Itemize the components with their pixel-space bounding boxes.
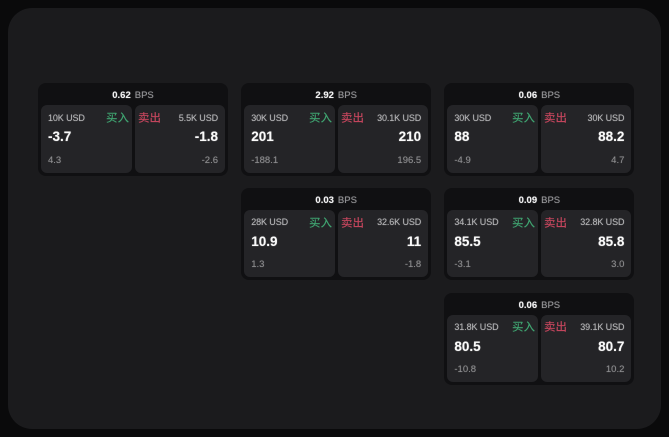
bps-unit-label: BPS — [541, 194, 561, 206]
buy-delta: -10.8 — [454, 364, 477, 376]
buy-delta: 1.3 — [251, 259, 265, 271]
buy-side-label — [106, 111, 129, 123]
quote-panels: 10K USD -3.7 4.3 5.5K USD -1.8 -2.6 — [41, 105, 225, 173]
bps-header: 0.03 BPS — [244, 191, 428, 210]
sell-panel[interactable]: 32.6K USD 11 -1.8 — [337, 209, 429, 278]
sell-delta: 196.5 — [397, 154, 422, 166]
sell-amount: 32.6K USD — [377, 217, 422, 228]
sell-amount: 30.1K USD — [377, 112, 422, 123]
sell-price: 80.7 — [598, 338, 625, 354]
buy-side-label — [512, 216, 535, 228]
sell-price: 210 — [398, 129, 422, 144]
buy-price: 80.5 — [454, 338, 481, 354]
sell-amount: 39.1K USD — [580, 322, 625, 333]
sell-side-label — [544, 321, 566, 333]
buy-amount: 30K USD — [454, 112, 492, 123]
quote-card[interactable]: 0.06 BPS 31.8K USD 80.5 -10.8 39.1K USD … — [444, 292, 635, 386]
sell-amount: 32.8K USD — [580, 217, 625, 228]
bps-unit-label: BPS — [541, 90, 561, 101]
quote-panels: 30K USD 201 -188.1 30.1K USD 210 196.5 — [244, 105, 429, 173]
buy-amount: 34.1K USD — [454, 217, 499, 228]
buy-amount: 30K USD — [251, 112, 289, 123]
buy-side-label — [512, 321, 535, 333]
buy-price: 10.9 — [251, 233, 278, 249]
quote-panels: 31.8K USD 80.5 -10.8 39.1K USD 80.7 10.2 — [447, 314, 632, 383]
buy-side-label — [309, 111, 332, 123]
sell-amount: 5.5K USD — [178, 112, 218, 123]
bps-value: 0.06 — [518, 299, 538, 311]
sell-delta: -2.6 — [201, 154, 218, 166]
quote-card-grid: 0.62 BPS 10K USD -3.7 4.3 5.5K USD -1.8 … — [38, 83, 635, 386]
bps-unit-label: BPS — [134, 90, 154, 101]
bps-unit-label: BPS — [337, 194, 357, 206]
buy-price: 85.5 — [454, 233, 481, 249]
buy-delta: 4.3 — [48, 154, 62, 166]
buy-amount: 28K USD — [251, 217, 289, 228]
bps-unit-label: BPS — [541, 299, 561, 311]
sell-delta: 4.7 — [611, 154, 625, 166]
bps-value: 0.06 — [518, 90, 538, 101]
bps-value: 0.09 — [518, 194, 538, 206]
quote-panels: 34.1K USD 85.5 -3.1 32.8K USD 85.8 3.0 — [447, 209, 632, 278]
bps-header: 0.06 BPS — [447, 86, 631, 105]
sell-panel[interactable]: 32.8K USD 85.8 3.0 — [540, 209, 632, 278]
bps-value: 0.03 — [315, 194, 334, 206]
bps-header: 0.62 BPS — [41, 86, 225, 105]
sell-panel[interactable]: 39.1K USD 80.7 10.2 — [540, 314, 632, 383]
buy-panel[interactable]: 28K USD 10.9 1.3 — [244, 209, 335, 278]
sell-side-label — [138, 111, 160, 123]
quote-card[interactable]: 0.62 BPS 10K USD -3.7 4.3 5.5K USD -1.8 … — [38, 83, 228, 176]
sell-price: 85.8 — [598, 233, 625, 249]
buy-delta: -4.9 — [454, 154, 471, 166]
sell-amount: 30K USD — [587, 112, 625, 123]
quote-card[interactable]: 0.06 BPS 30K USD 88 -4.9 30K USD 88.2 4.… — [444, 83, 635, 176]
buy-price: -3.7 — [48, 129, 72, 144]
buy-side-label — [512, 111, 535, 123]
sell-panel[interactable]: 30K USD 88.2 4.7 — [540, 105, 632, 173]
sell-side-label — [544, 216, 566, 228]
sell-side-label — [544, 111, 566, 123]
buy-delta: -188.1 — [251, 154, 279, 166]
sell-price: 88.2 — [598, 129, 625, 144]
sell-delta: 10.2 — [605, 364, 625, 376]
sell-delta: 3.0 — [611, 259, 625, 271]
buy-panel[interactable]: 30K USD 201 -188.1 — [244, 105, 335, 173]
buy-panel[interactable]: 10K USD -3.7 4.3 — [41, 105, 132, 173]
buy-amount: 10K USD — [48, 112, 85, 123]
quote-card[interactable]: 2.92 BPS 30K USD 201 -188.1 30.1K USD 21… — [241, 83, 432, 176]
sell-panel[interactable]: 5.5K USD -1.8 -2.6 — [134, 105, 225, 173]
bps-value: 0.62 — [112, 90, 131, 101]
sell-delta: -1.8 — [404, 259, 422, 271]
buy-panel[interactable]: 31.8K USD 80.5 -10.8 — [447, 314, 538, 383]
quote-panels: 28K USD 10.9 1.3 32.6K USD 11 -1.8 — [244, 209, 429, 278]
buy-amount: 31.8K USD — [454, 322, 499, 333]
quote-card[interactable]: 0.09 BPS 34.1K USD 85.5 -3.1 32.8K USD 8… — [444, 187, 635, 281]
bps-value: 2.92 — [315, 90, 334, 101]
bps-header: 0.06 BPS — [447, 296, 631, 315]
buy-price: 201 — [251, 129, 274, 144]
sell-side-label — [341, 111, 363, 123]
buy-panel[interactable]: 34.1K USD 85.5 -3.1 — [447, 209, 538, 278]
sell-side-label — [341, 216, 363, 228]
bps-header: 0.09 BPS — [447, 191, 631, 210]
buy-price: 88 — [454, 129, 470, 144]
quote-card[interactable]: 0.03 BPS 28K USD 10.9 1.3 32.6K USD 11 -… — [241, 187, 432, 281]
buy-side-label — [309, 216, 332, 228]
sell-price: 11 — [406, 233, 422, 249]
sell-panel[interactable]: 30.1K USD 210 196.5 — [337, 105, 429, 173]
buy-panel[interactable]: 30K USD 88 -4.9 — [447, 105, 538, 173]
quote-panels: 30K USD 88 -4.9 30K USD 88.2 4.7 — [447, 105, 632, 173]
buy-delta: -3.1 — [454, 259, 471, 271]
bps-header: 2.92 BPS — [244, 86, 428, 105]
bps-unit-label: BPS — [337, 90, 357, 101]
sell-price: -1.8 — [194, 129, 218, 144]
